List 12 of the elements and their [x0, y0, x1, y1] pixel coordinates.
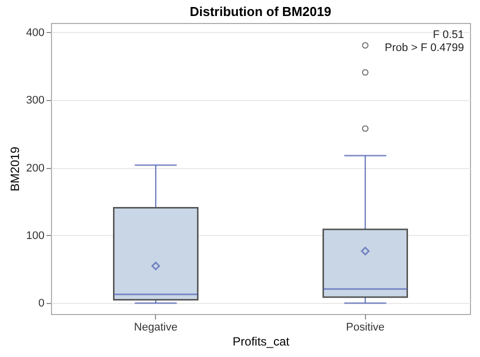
y-tick-label: 0: [38, 298, 44, 310]
annotation: F 0.51: [432, 29, 464, 41]
y-tick-label: 100: [26, 230, 44, 242]
x-tick-label: Positive: [346, 322, 385, 334]
x-axis-title: Profits_cat: [232, 334, 290, 348]
y-tick-label: 300: [26, 94, 44, 107]
chart-title: Distribution of BM2019: [190, 4, 332, 19]
y-tick-label: 200: [26, 162, 44, 174]
y-axis-title: BM2019: [8, 146, 22, 192]
annotation: Prob > F 0.4799: [384, 42, 464, 54]
x-tick-label: Negative: [134, 322, 178, 334]
y-tick-label: 400: [26, 26, 44, 39]
